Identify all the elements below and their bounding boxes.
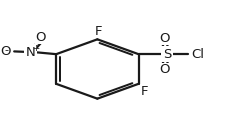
Text: F: F <box>94 25 102 38</box>
Text: -: - <box>4 45 8 55</box>
Text: S: S <box>162 48 171 61</box>
Text: N: N <box>26 46 35 59</box>
Text: O: O <box>0 45 11 58</box>
Text: O: O <box>35 31 45 44</box>
Text: Cl: Cl <box>191 48 204 61</box>
Text: O: O <box>158 63 169 76</box>
Text: O: O <box>158 32 169 45</box>
Text: F: F <box>140 85 147 98</box>
Text: +: + <box>32 44 39 53</box>
